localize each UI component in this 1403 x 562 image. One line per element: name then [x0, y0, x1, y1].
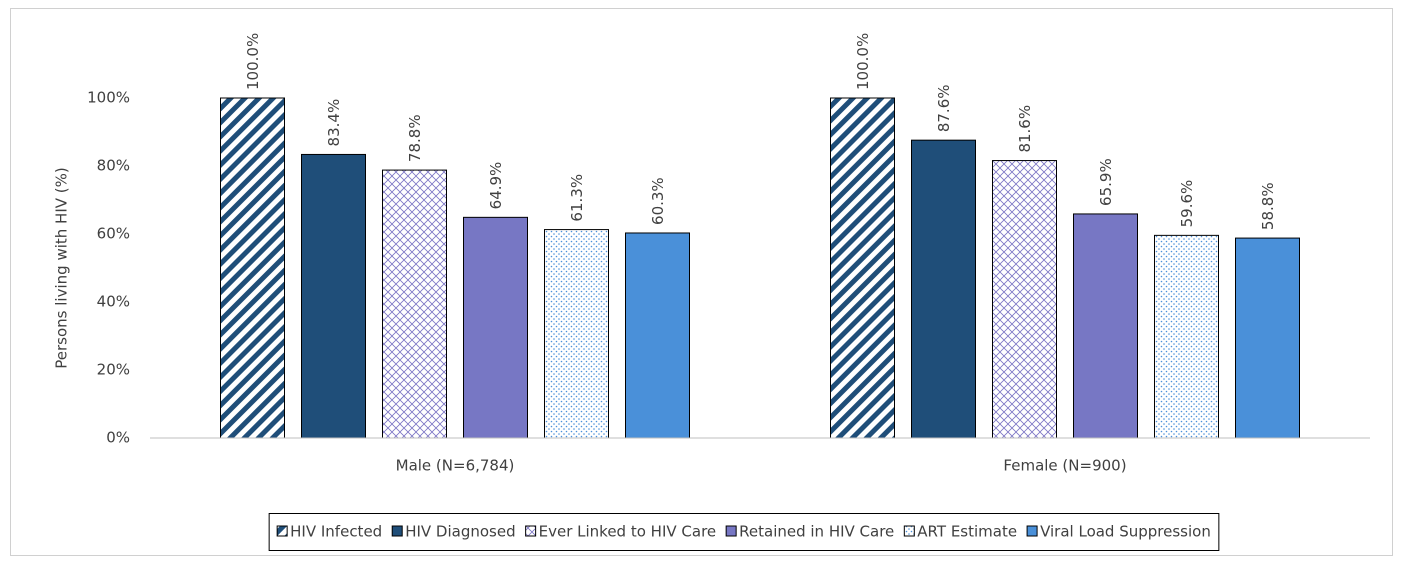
bar	[1073, 213, 1138, 439]
legend-label: Retained in HIV Care	[739, 523, 894, 541]
x-tick-label: Male (N=6,784)	[396, 457, 515, 475]
bar	[1235, 237, 1300, 439]
y-tick-label: 40%	[97, 293, 130, 311]
bar	[830, 97, 895, 439]
legend-swatch	[276, 525, 288, 537]
value-label: 59.6%	[1178, 180, 1196, 228]
x-tick-label: Female (N=900)	[1003, 457, 1126, 475]
legend-swatch	[525, 525, 537, 537]
bar	[301, 153, 366, 439]
bar	[625, 232, 690, 439]
legend-label: Ever Linked to HIV Care	[539, 523, 717, 541]
value-label: 78.8%	[406, 114, 424, 162]
value-label: 87.6%	[935, 85, 953, 133]
bar	[992, 160, 1057, 439]
y-tick-label: 80%	[97, 157, 130, 175]
bar	[1154, 234, 1219, 439]
y-tick-label: 60%	[97, 225, 130, 243]
value-label: 65.9%	[1097, 158, 1115, 206]
legend-swatch	[725, 525, 737, 537]
legend-label: ART Estimate	[917, 523, 1017, 541]
bar	[382, 169, 447, 439]
value-label: 81.6%	[1016, 105, 1034, 153]
legend-label: HIV Infected	[290, 523, 382, 541]
bar	[220, 97, 285, 439]
y-tick-label: 0%	[106, 429, 130, 447]
value-label: 83.4%	[325, 99, 343, 147]
y-axis-label: Persons living with HIV (%)	[53, 167, 71, 368]
bar	[911, 139, 976, 439]
legend-label: Viral Load Suppression	[1040, 523, 1211, 541]
legend-label: HIV Diagnosed	[405, 523, 515, 541]
value-label: 100.0%	[244, 33, 262, 90]
value-label: 58.8%	[1259, 182, 1277, 230]
legend-box	[268, 513, 1220, 551]
legend-swatch	[1026, 525, 1038, 537]
value-label: 60.3%	[649, 177, 667, 225]
bar	[544, 229, 609, 439]
value-label: 100.0%	[854, 33, 872, 90]
y-tick-label: 100%	[87, 89, 130, 107]
bar	[463, 216, 528, 439]
value-label: 61.3%	[568, 174, 586, 222]
value-label: 64.9%	[487, 162, 505, 210]
y-tick-label: 20%	[97, 361, 130, 379]
legend-swatch	[391, 525, 403, 537]
legend-swatch	[903, 525, 915, 537]
